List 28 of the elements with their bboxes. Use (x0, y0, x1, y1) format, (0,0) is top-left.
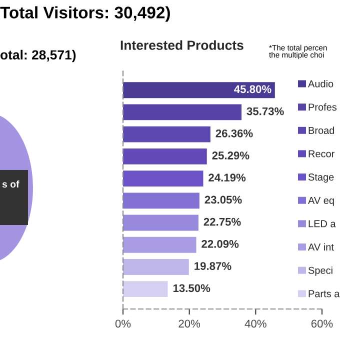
legend-label: LED a (308, 220, 336, 228)
legend-label: Parts a (308, 290, 340, 298)
x-tick-label: 60% (311, 320, 333, 328)
x-tick-label: 40% (244, 320, 266, 328)
legend-label: Speci (308, 266, 332, 276)
data-label: 26.36% (216, 129, 253, 138)
legend-label: Broad (308, 126, 334, 134)
data-label: 22.09% (202, 240, 239, 248)
text: otal: 28,571) (0, 50, 76, 62)
legend-label: Stage (308, 174, 334, 183)
data-label: 22.75% (204, 218, 241, 226)
x-tick-label: 0% (115, 320, 131, 328)
legend-label: AV eq (308, 196, 334, 206)
data-label: 25.29% (212, 152, 250, 160)
text: s of (2, 180, 20, 188)
x-tick-label: 20% (178, 320, 200, 328)
data-label: 45.80% (234, 85, 272, 94)
chart-title: Interested Products (120, 40, 244, 50)
legend-label: AV int (308, 243, 334, 251)
legend-label: Audio (308, 80, 334, 88)
data-label: 24.19% (208, 174, 246, 182)
legend-label: Profes (308, 103, 337, 111)
data-label: 13.50% (173, 284, 210, 292)
legend-label: Recor (308, 150, 335, 158)
data-label: 35.73% (246, 107, 284, 116)
data-label: 23.05% (204, 196, 242, 204)
text: Total Visitors: 30,492) (0, 6, 170, 22)
data-label: 19.87% (194, 262, 232, 270)
